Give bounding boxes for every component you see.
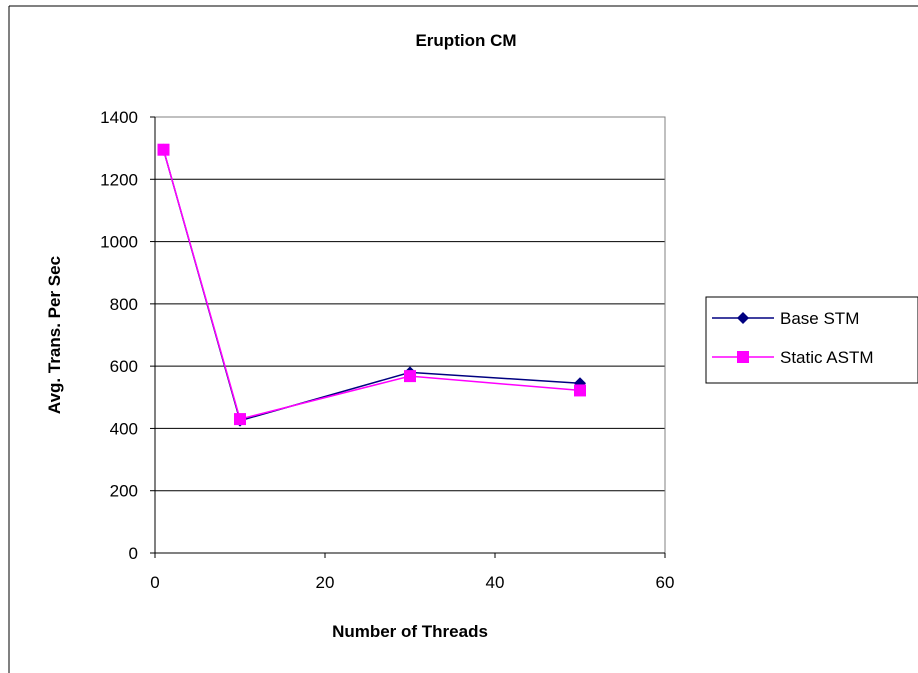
legend-marker-base-stm <box>737 312 749 324</box>
legend-box <box>705 296 918 384</box>
x-axis-label: Number of Threads <box>332 622 488 641</box>
x-tick-label: 0 <box>150 573 159 592</box>
series-line-static-astm <box>162 149 581 420</box>
legend-label-static-astm: Static ASTM <box>780 348 874 367</box>
series-base-stm <box>157 143 586 427</box>
x-tick-label: 40 <box>486 573 505 592</box>
grid-layer <box>155 116 665 492</box>
legend: Base STM Static ASTM <box>705 296 918 384</box>
data-point-static-astm <box>157 143 170 156</box>
legend-entry-base-stm: Base STM <box>712 309 859 328</box>
data-point-static-astm <box>404 370 416 383</box>
y-tick-label: 1200 <box>100 170 138 189</box>
y-axis-label: Avg. Trans. Per Sec <box>45 256 64 414</box>
legend-marker-static-astm <box>737 351 749 363</box>
x-tick-label: 20 <box>316 573 335 592</box>
y-tick-label: 1000 <box>100 233 138 252</box>
y-tick-label: 200 <box>110 482 138 501</box>
series-static-astm <box>157 143 586 426</box>
chart-title: Eruption CM <box>415 31 516 50</box>
y-tick-label: 0 <box>129 544 138 563</box>
plot-area <box>154 116 666 554</box>
data-point-static-astm <box>574 384 586 397</box>
data-point-static-astm <box>234 413 246 426</box>
x-tick-label: 60 <box>656 573 675 592</box>
legend-entry-static-astm: Static ASTM <box>712 348 874 367</box>
y-tick-label: 400 <box>110 419 138 438</box>
series-layer <box>157 143 586 427</box>
legend-label-base-stm: Base STM <box>780 309 859 328</box>
y-tick-label: 1400 <box>100 108 138 127</box>
axes-layer: 0 200 400 600 800 1000 1200 1400 0 20 40 60 <box>100 108 674 592</box>
series-line-base-stm <box>162 149 581 422</box>
y-tick-label: 600 <box>110 357 138 376</box>
y-tick-label: 800 <box>110 295 138 314</box>
